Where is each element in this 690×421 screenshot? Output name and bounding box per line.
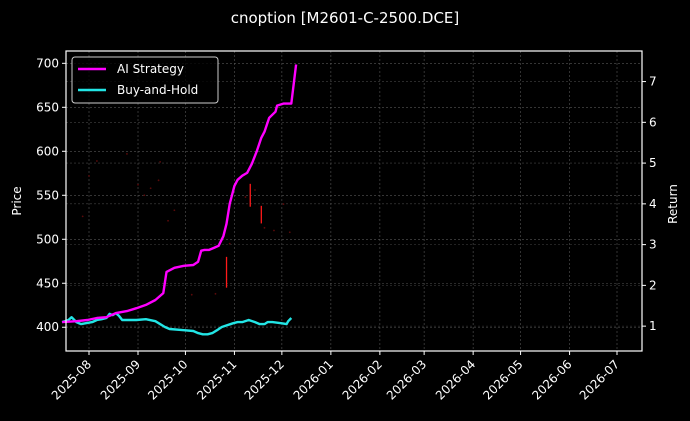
x-tick-label: 2026-01 (291, 357, 336, 402)
y-axis-left-label: Price (10, 186, 24, 215)
x-tick-label: 2026-02 (340, 357, 385, 402)
y-right-tick-label: 4 (649, 197, 657, 211)
y-left-tick-label: 650 (36, 100, 59, 114)
legend: AI Strategy Buy-and-Hold (71, 56, 219, 104)
y-left-tick-label: 550 (36, 188, 59, 202)
series-lines (61, 64, 298, 336)
y-right-tick-label: 2 (649, 278, 657, 292)
y-axis-right-label: Return (666, 184, 680, 224)
x-tick-label: 2025-10 (145, 357, 190, 402)
x-tick-label: 2026-03 (384, 357, 429, 402)
x-tick-label: 2025-09 (98, 357, 143, 402)
x-tick-label: 2026-07 (577, 357, 622, 402)
x-tick-label: 2026-05 (480, 357, 525, 402)
y-right-tick-label: 7 (649, 75, 657, 89)
y-right-tick-label: 1 (649, 319, 657, 333)
x-tick-label: 2026-06 (529, 357, 574, 402)
series-line (62, 64, 298, 324)
y-left-tick-label: 600 (36, 144, 59, 158)
y-axis-left: 400 450 500 550 600 650 700 (36, 56, 66, 334)
series-line (61, 311, 293, 336)
x-tick-label: 2026-04 (433, 357, 478, 402)
x-tick-label: 2025-08 (49, 357, 94, 402)
legend-label: Buy-and-Hold (117, 83, 198, 97)
y-left-tick-label: 700 (36, 56, 59, 70)
chart-title: cnoption [M2601-C-2500.DCE] (230, 9, 460, 27)
y-left-tick-label: 450 (36, 276, 59, 290)
y-left-tick-label: 400 (36, 320, 59, 334)
legend-label: AI Strategy (117, 62, 184, 76)
y-right-tick-label: 3 (649, 238, 657, 252)
x-tick-label: 2025-12 (242, 357, 287, 402)
plot-frame (65, 50, 643, 352)
y-right-tick-label: 6 (649, 115, 657, 129)
x-tick-label: 2025-11 (194, 357, 239, 402)
y-axis-right: 1 2 3 4 5 6 7 (642, 75, 657, 333)
y-left-tick-label: 500 (36, 232, 59, 246)
y-right-tick-label: 5 (649, 156, 657, 170)
grid-lines (66, 51, 642, 351)
x-axis: 2025-08 2025-09 2025-10 2025-11 2025-12 2026-… (49, 351, 622, 403)
price-markers (81, 153, 291, 296)
